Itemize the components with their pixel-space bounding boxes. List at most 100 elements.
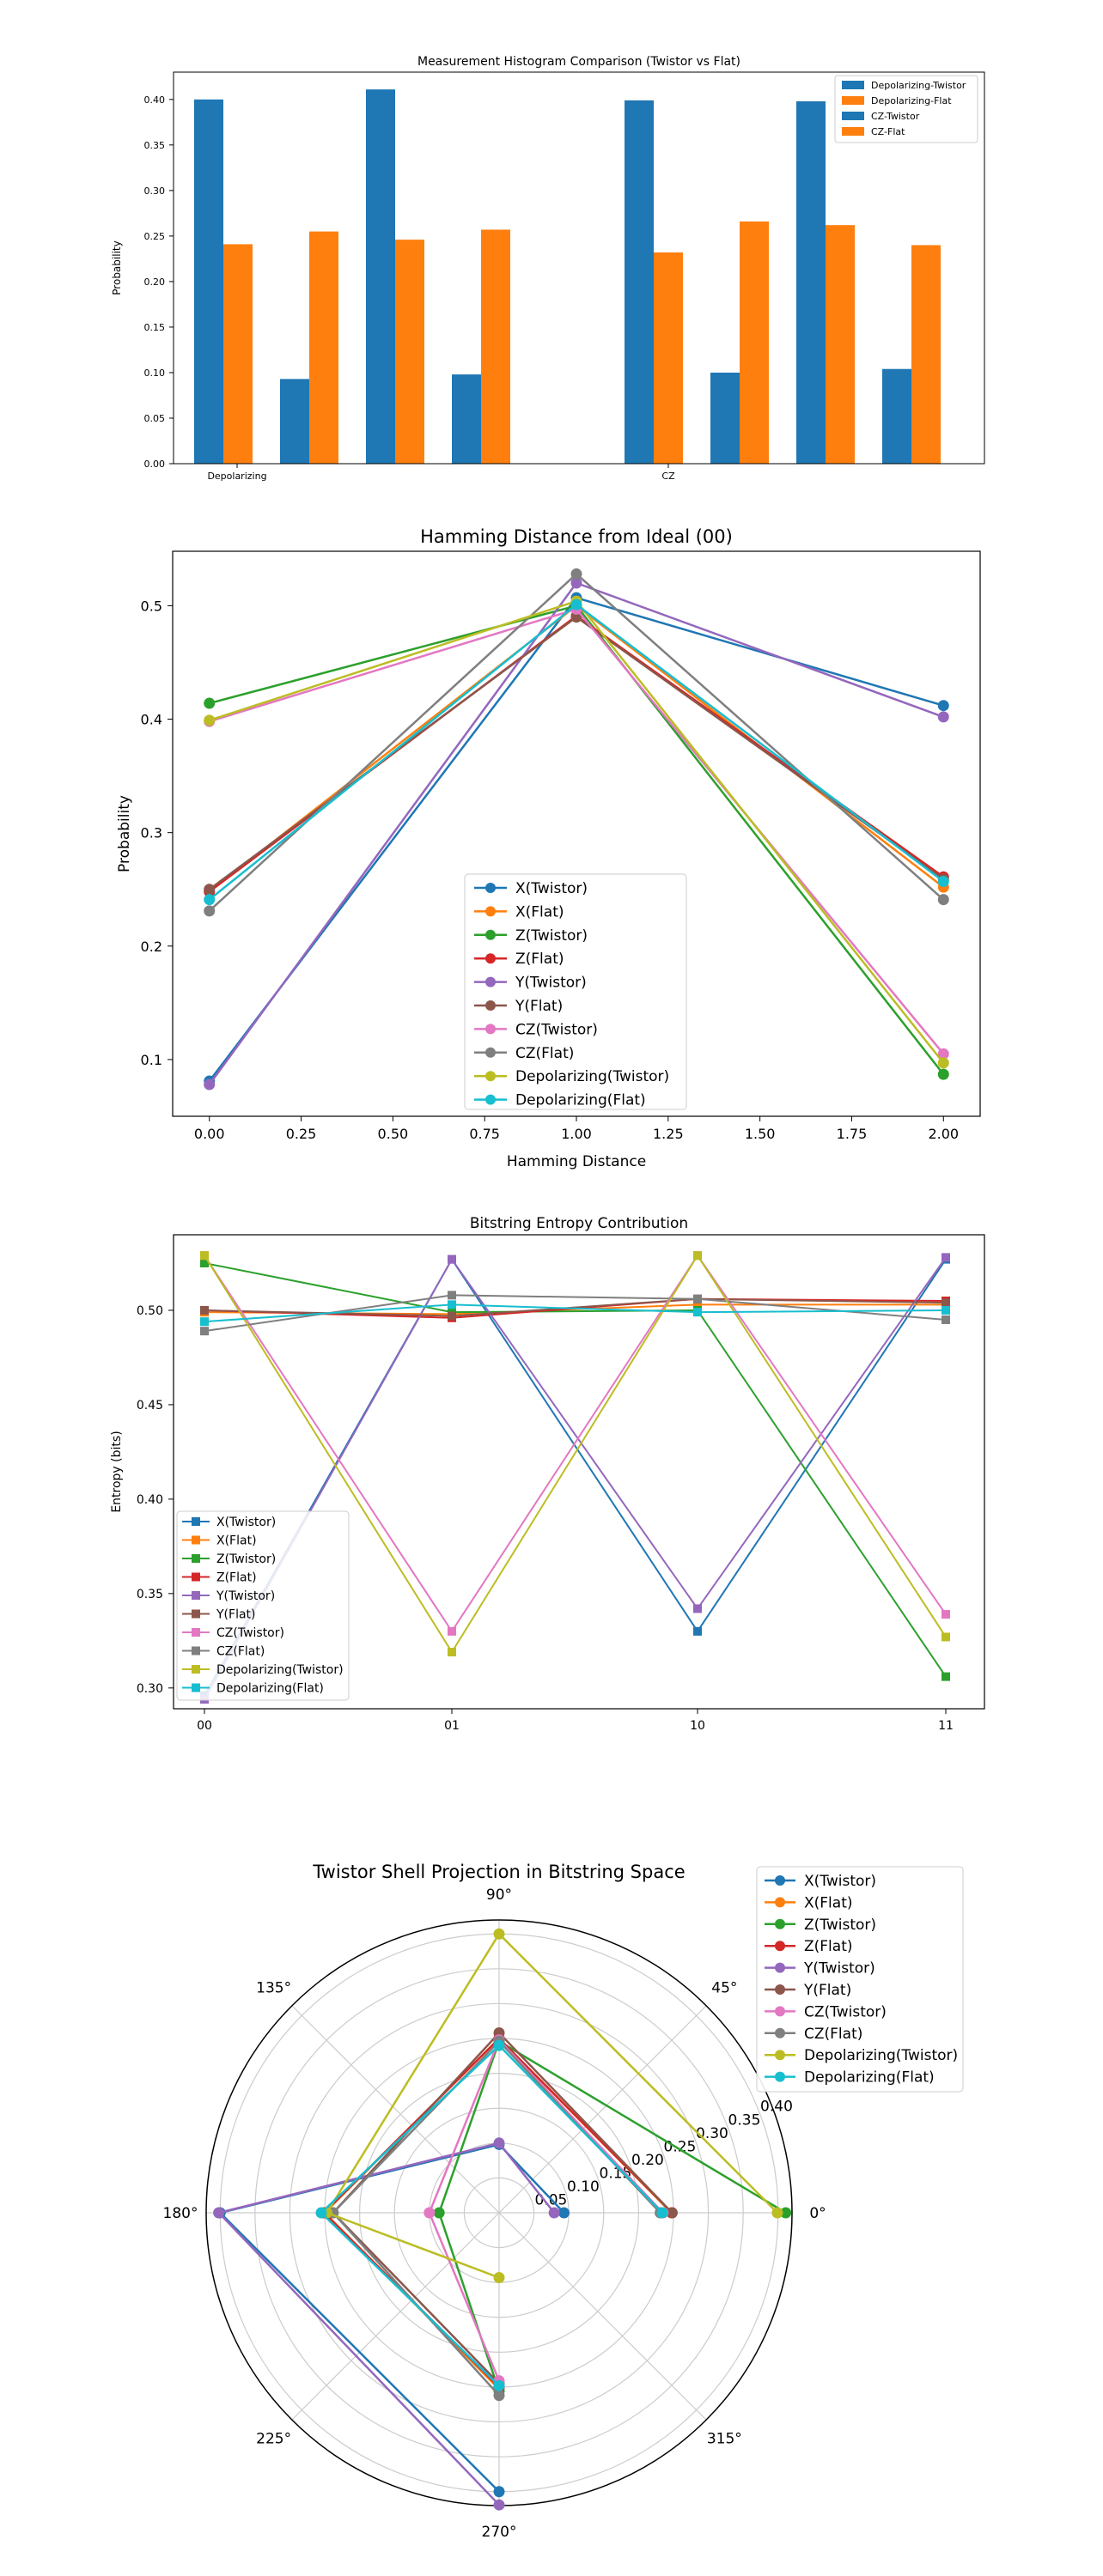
- series-line: [208, 572, 945, 912]
- bar: [194, 99, 223, 464]
- bar: [710, 372, 740, 464]
- data-point: [200, 1305, 209, 1315]
- legend-marker: [775, 2006, 785, 2017]
- data-point: [570, 568, 582, 580]
- data-point: [942, 1305, 950, 1315]
- y-tick-label: 0.4: [141, 712, 162, 728]
- x-tick-label: 0.00: [194, 1126, 225, 1142]
- theta-label: 315°: [707, 2430, 742, 2447]
- bar: [625, 100, 654, 464]
- plot-frame: [172, 550, 981, 1117]
- legend-label: Y(Flat): [515, 998, 563, 1015]
- theta-label: 225°: [256, 2430, 291, 2447]
- series-line: [208, 604, 945, 893]
- plot-frame: [173, 71, 985, 465]
- data-point: [448, 1291, 456, 1300]
- legend-box: [756, 1866, 964, 2093]
- y-tick-label: 0.30: [137, 1682, 163, 1696]
- data-point: [493, 2039, 505, 2051]
- y-tick-label: 0.35: [144, 140, 166, 151]
- chart-title: Twistor Shell Projection in Bitstring Sp…: [312, 1862, 685, 1882]
- legend-marker: [192, 1609, 200, 1619]
- legend-marker: [485, 1024, 496, 1035]
- series-line: [208, 603, 945, 901]
- y-axis-label: Probability: [111, 240, 123, 295]
- y-tick-label: 0.3: [141, 825, 162, 841]
- data-point: [200, 1251, 209, 1261]
- chart-title: Measurement Histogram Comparison (Twisto…: [417, 55, 740, 69]
- r-tick-label: 0.10: [567, 2178, 600, 2196]
- legend-box: [464, 873, 687, 1110]
- data-point: [493, 2499, 505, 2511]
- legend-marker: [775, 1962, 785, 1973]
- x-tick-label: 10: [690, 1719, 705, 1733]
- entropy-chart: Bitstring Entropy Contribution 00 01 10 11 0.…: [110, 1215, 985, 1733]
- data-point: [558, 2207, 570, 2219]
- data-point: [493, 2272, 505, 2284]
- x-tick-label: CZ: [661, 471, 675, 482]
- legend-marker: [485, 1047, 496, 1058]
- legend-marker: [775, 1897, 785, 1908]
- data-point: [937, 1068, 949, 1080]
- data-point: [570, 577, 582, 589]
- data-point: [656, 2207, 668, 2219]
- data-point: [204, 1078, 216, 1091]
- data-point: [693, 1626, 702, 1636]
- legend-label: X(Twistor): [804, 1873, 876, 1890]
- data-point: [942, 1253, 950, 1262]
- theta-label: 180°: [163, 2205, 198, 2222]
- data-point: [937, 894, 949, 906]
- data-point: [204, 905, 216, 917]
- series-line: [204, 1262, 947, 1678]
- legend-label: CZ(Flat): [804, 2026, 862, 2043]
- angular-gridline: [498, 2005, 707, 2214]
- bar: [911, 245, 941, 464]
- legend-swatch: [842, 81, 864, 89]
- bar: [395, 240, 424, 464]
- bar: [309, 231, 338, 464]
- series-line: [216, 2142, 556, 2506]
- data-point: [693, 1308, 702, 1317]
- bar: [452, 374, 481, 464]
- series-line: [204, 1254, 947, 1654]
- y-axis-label: Entropy (bits): [110, 1431, 124, 1512]
- data-point: [493, 1928, 505, 1940]
- x-tick-label: 2.00: [928, 1126, 959, 1142]
- data-point: [693, 1604, 702, 1613]
- data-point: [433, 2207, 445, 2219]
- series-line: [208, 614, 944, 893]
- legend-marker: [192, 1591, 200, 1600]
- legend-label: CZ(Flat): [216, 1645, 265, 1659]
- legend-label: CZ-Flat: [871, 126, 905, 137]
- legend-label: X(Flat): [216, 1534, 257, 1548]
- x-tick-label: 01: [444, 1719, 460, 1733]
- legend-marker: [485, 1071, 496, 1082]
- y-tick-label: 0.40: [144, 94, 166, 106]
- legend: Depolarizing-Twistor Depolarizing-Flat CZ-…: [834, 75, 978, 143]
- legend-swatch: [842, 127, 864, 136]
- bar: [740, 221, 769, 464]
- theta-label: 0°: [809, 2205, 826, 2222]
- legend-label: Z(Twistor): [216, 1552, 276, 1566]
- data-point: [204, 714, 216, 726]
- legend-label: Depolarizing-Twistor: [871, 80, 966, 91]
- data-point: [448, 1255, 456, 1264]
- data-point: [937, 1048, 949, 1060]
- data-point: [693, 1300, 702, 1309]
- data-point: [200, 1258, 209, 1267]
- legend-marker: [485, 883, 496, 893]
- y-tick-label: 0.5: [141, 598, 162, 614]
- data-point: [937, 700, 949, 712]
- legend-label: Z(Twistor): [515, 927, 588, 945]
- theta-label: 270°: [482, 2524, 517, 2541]
- bar: [826, 225, 855, 464]
- chart-title: Bitstring Entropy Contribution: [470, 1215, 688, 1232]
- legend-label: Depolarizing-Flat: [871, 95, 952, 106]
- legend-label: Y(Twistor): [515, 975, 587, 992]
- legend-swatch: [842, 112, 864, 120]
- data-point: [448, 1311, 456, 1321]
- data-point: [493, 2390, 505, 2402]
- r-tick-label: 0.20: [631, 2152, 664, 2169]
- legend-marker: [775, 2027, 785, 2038]
- data-point: [213, 2207, 225, 2219]
